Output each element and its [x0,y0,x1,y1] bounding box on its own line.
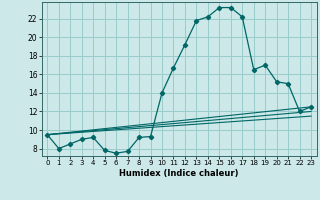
X-axis label: Humidex (Indice chaleur): Humidex (Indice chaleur) [119,169,239,178]
